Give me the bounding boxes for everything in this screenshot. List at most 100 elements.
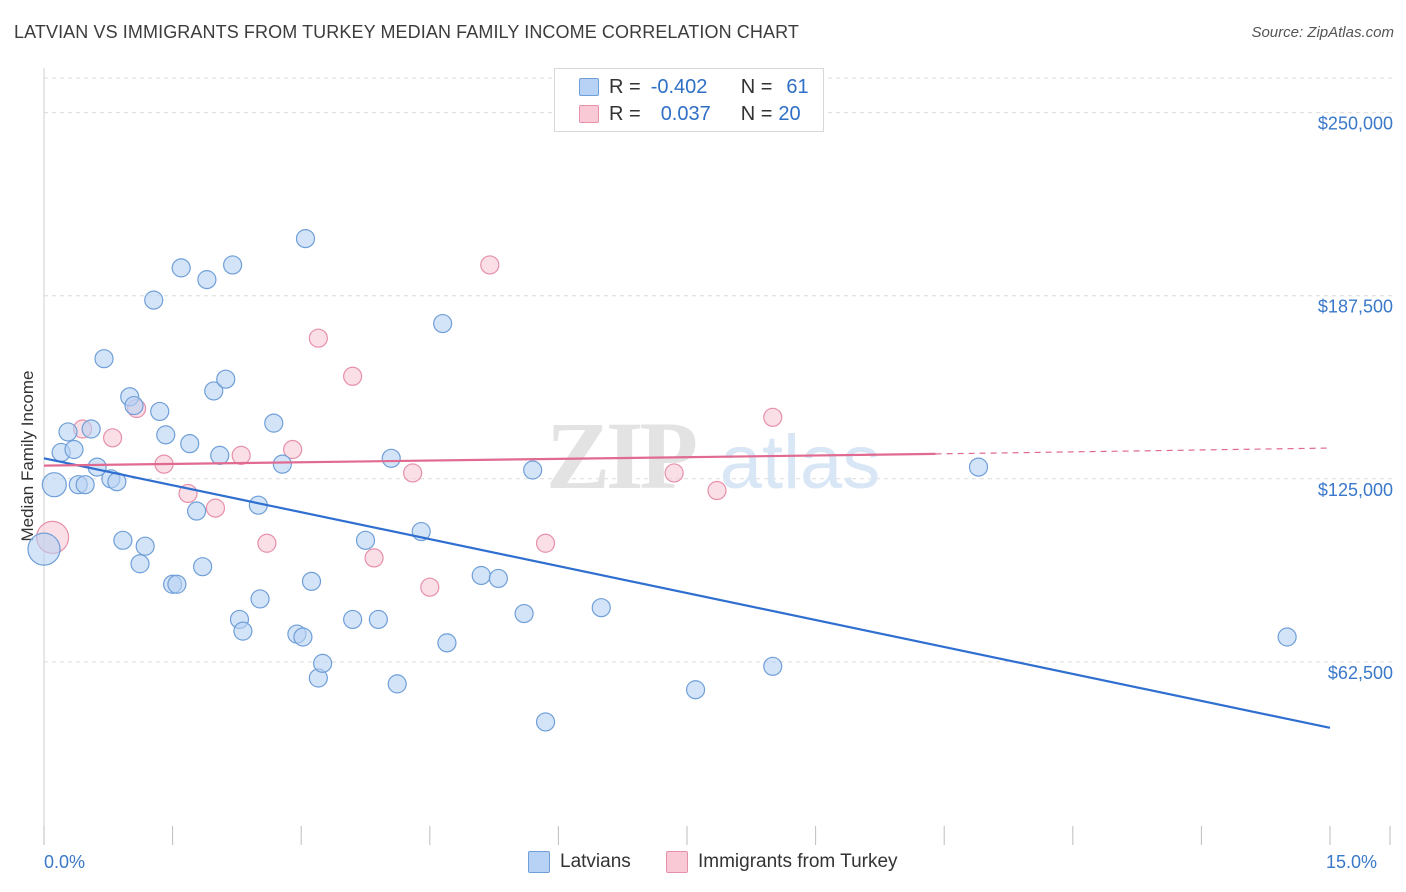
latvian-point	[193, 557, 213, 577]
legend-turkey[interactable]: Immigrants from Turkey	[666, 851, 898, 873]
latvian-point	[264, 413, 284, 433]
trend-lines	[43, 447, 1331, 729]
y-tick-labels: $62,500 $125,000 $187,500 $250,000	[1318, 114, 1393, 683]
turkey-point	[420, 577, 440, 597]
turkey-point	[283, 439, 303, 460]
latvian-point	[250, 589, 270, 609]
latvian-point	[156, 425, 176, 445]
turkey-point	[102, 428, 123, 448]
turkey-point	[308, 328, 328, 348]
latvian-point	[223, 255, 243, 275]
latvian-point	[355, 530, 376, 550]
latvian-point	[75, 475, 95, 495]
latvian-point	[488, 568, 508, 589]
y-tick-label: $187,500	[1318, 297, 1393, 317]
y-tick-label: $125,000	[1318, 480, 1393, 500]
latvian-point	[58, 422, 78, 442]
latvian-point	[144, 290, 164, 310]
n-label: N =	[740, 102, 773, 125]
n-value: 20	[778, 102, 801, 125]
latvian-point	[64, 439, 84, 460]
x-max-label: 15.0%	[1326, 852, 1378, 872]
r-value: -0.402	[650, 75, 708, 98]
latvian-point	[233, 621, 253, 641]
latvian-trend-line	[43, 457, 1331, 729]
latvian-point	[343, 609, 363, 630]
turkey-trend-line	[43, 452, 936, 467]
latvian-point	[471, 565, 491, 586]
latvian-point	[27, 532, 61, 566]
turkey-point	[480, 255, 500, 275]
turkey-point	[231, 445, 251, 465]
latvian-point	[135, 536, 155, 556]
latvian-point	[171, 258, 191, 278]
x-min-label: 0.0%	[44, 852, 86, 872]
gridlines	[44, 77, 1394, 663]
latvian-point	[368, 609, 388, 630]
stats-legend: R = -0.402 N = 61 R = 0.037 N = 20	[554, 68, 824, 132]
latvian-point	[272, 454, 292, 474]
r-label: R =	[609, 75, 641, 98]
latvian-point	[197, 270, 217, 290]
latvian-point	[685, 680, 706, 700]
turkey-point	[707, 480, 727, 501]
latvian-point	[130, 554, 150, 574]
latvian-point	[535, 712, 556, 732]
latvian-point	[763, 656, 783, 676]
latvian-point	[295, 228, 316, 249]
latvian-point	[204, 381, 224, 401]
latvian-point	[113, 530, 133, 550]
latvian-point	[94, 349, 114, 369]
latvian-point	[180, 434, 200, 454]
turkey-point	[257, 533, 277, 553]
turkey-point	[664, 463, 684, 483]
legend-row-latvians: R = -0.402 N = 61	[579, 75, 809, 99]
y-tick-label: $62,500	[1328, 663, 1393, 683]
turkey-point	[343, 366, 363, 386]
latvian-point	[591, 598, 611, 618]
latvian-point	[381, 448, 401, 468]
turkey-point	[763, 407, 783, 427]
turkey-point	[403, 463, 423, 483]
n-label: N =	[740, 75, 773, 98]
latvian-point	[433, 313, 453, 334]
source-label: Source: ZipAtlas.com	[1251, 24, 1394, 41]
axes	[43, 68, 1391, 845]
r-value: 0.037	[660, 102, 711, 125]
chart-title: LATVIAN VS IMMIGRANTS FROM TURKEY MEDIAN…	[14, 22, 799, 42]
latvians-legend-swatch	[528, 851, 550, 873]
latvian-point	[437, 633, 457, 653]
latvian-point	[187, 501, 207, 521]
watermark-atlas: atlas	[720, 420, 881, 505]
latvian-point	[1277, 627, 1297, 647]
turkey-point	[535, 533, 556, 553]
latvian-point	[167, 574, 187, 594]
turkey-trend-extension	[935, 447, 1331, 455]
legend-row-turkey: R = 0.037 N = 20	[579, 102, 801, 126]
latvian-point	[968, 457, 989, 477]
turkey-legend-swatch	[666, 851, 688, 873]
legend-latvians[interactable]: Latvians	[528, 851, 631, 873]
n-value: 61	[786, 75, 809, 98]
latvian-point	[514, 603, 534, 624]
r-label: R =	[609, 102, 641, 125]
latvian-point	[150, 401, 170, 422]
latvian-point	[313, 653, 333, 673]
turkey-swatch	[579, 105, 599, 123]
turkey-legend-label: Immigrants from Turkey	[698, 851, 898, 872]
latvians-swatch	[579, 78, 599, 96]
watermark-zip: ZIP	[546, 402, 695, 509]
latvian-point	[124, 395, 144, 416]
latvian-point	[301, 571, 322, 591]
latvian-point	[293, 627, 313, 647]
latvian-point	[387, 674, 407, 694]
latvian-point	[81, 419, 101, 439]
latvians-legend-label: Latvians	[560, 851, 631, 872]
turkey-point	[205, 498, 226, 518]
turkey-point	[364, 548, 384, 568]
latvian-point	[41, 472, 67, 498]
watermark: ZIP atlas	[546, 402, 880, 509]
latvian-point	[523, 460, 543, 480]
latvian-point	[216, 369, 236, 389]
